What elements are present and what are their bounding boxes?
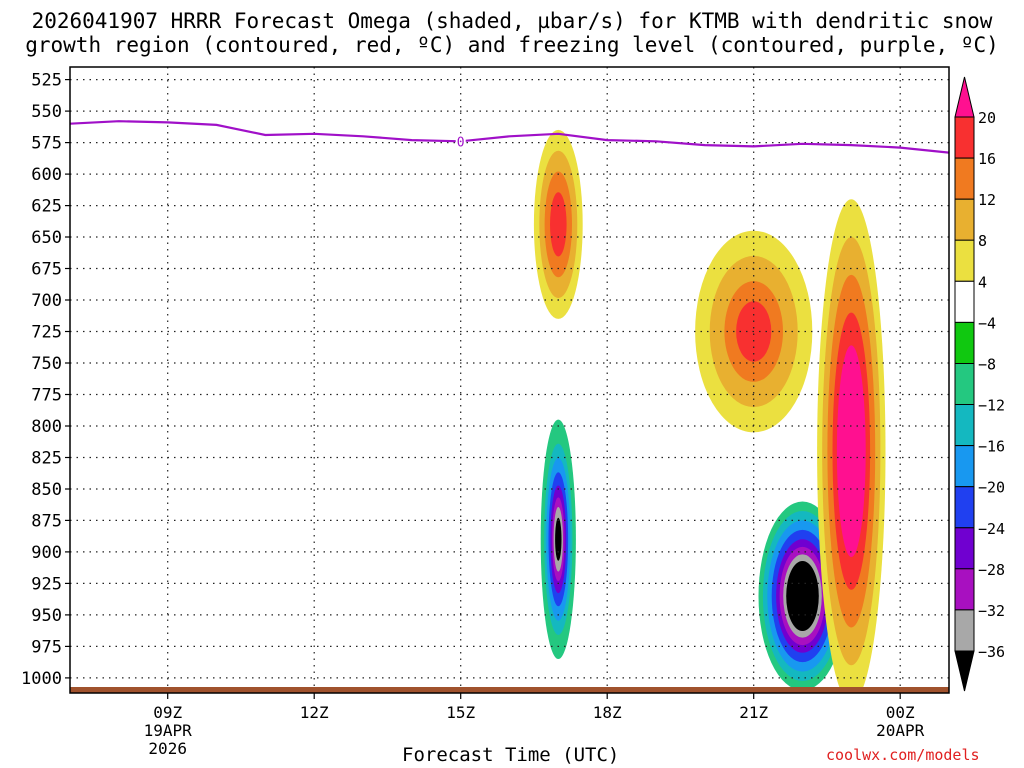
colorbar-swatch-5 (954, 321, 975, 364)
colorbar-swatch-12 (954, 609, 975, 652)
grid-lines (70, 67, 949, 693)
colorbar-top-arrow (954, 76, 975, 118)
colorbar-swatch-1 (954, 157, 975, 200)
y-tick-label-775: 775 (31, 386, 62, 406)
ground-strip (70, 687, 949, 693)
y-tick-label-625: 625 (31, 197, 62, 217)
colorbar-swatch-10 (954, 527, 975, 570)
colorbar-swatch-4 (954, 280, 975, 323)
x-tick-label-00Z: 00Z (886, 703, 915, 722)
y-tick-label-875: 875 (31, 511, 62, 531)
colorbar-label-12: −32 (978, 602, 1005, 620)
y-tick-label-925: 925 (31, 574, 62, 594)
colorbar-label-6: −8 (978, 356, 996, 374)
colorbar-label-10: −24 (978, 520, 1005, 538)
y-tick-label-750: 750 (31, 354, 62, 374)
x-tick-label-15Z: 15Z (446, 703, 475, 722)
y-tick-label-575: 575 (31, 134, 62, 154)
omega-contour-sink-625-16z-16 (550, 192, 567, 257)
colorbar-label-1: 16 (978, 150, 996, 168)
colorbar-label-13: −36 (978, 643, 1005, 661)
colorbar-swatch-2 (954, 198, 975, 241)
x-tick-date-00Z: 20APR (876, 721, 925, 740)
colorbar-label-5: −4 (978, 314, 996, 332)
colorbar-label-8: −16 (978, 438, 1005, 456)
colorbar-label-4: 4 (978, 273, 987, 291)
y-tick-label-650: 650 (31, 228, 62, 248)
credit-link[interactable]: coolwx.com/models (826, 746, 980, 764)
freezing-level-line (70, 120, 949, 154)
chart-title-line-2: growth region (contoured, red, ºC) and f… (25, 33, 999, 57)
y-tick-label-550: 550 (31, 102, 62, 122)
colorbar-label-9: −20 (978, 479, 1005, 497)
colorbar: 20 16 12 8 4 −4 −8 −12 −16 −20 −24 −28 −32 −36 (954, 76, 1005, 692)
x-axis-label: Forecast Time (UTC) (402, 744, 620, 766)
x-tick-label-18Z: 18Z (593, 703, 622, 722)
x-tick-year-09Z: 2026 (148, 739, 187, 758)
y-tick-label-675: 675 (31, 260, 62, 280)
y-tick-label-975: 975 (31, 637, 62, 657)
colorbar-label-11: −28 (978, 561, 1005, 579)
colorbar-swatch-7 (954, 404, 975, 447)
omega-shading-layer (533, 129, 886, 693)
x-tick-date-09Z: 19APR (144, 721, 193, 740)
y-tick-label-950: 950 (31, 606, 62, 626)
chart-title-line-1: 2026041907 HRRR Forecast Omega (shaded, … (31, 9, 993, 33)
y-tick-label-900: 900 (31, 543, 62, 563)
freezing-level-label: 0 (457, 135, 465, 150)
freezing-label-bg (455, 133, 466, 150)
colorbar-swatch-6 (954, 363, 975, 406)
colorbar-label-3: 8 (978, 232, 987, 250)
y-tick-label-725: 725 (31, 323, 62, 343)
omega-contour-pos-800-925-18z--36 (555, 517, 562, 561)
y-tick-label-700: 700 (31, 291, 62, 311)
freezing-level-contour: 0 (70, 120, 949, 154)
colorbar-swatch-3 (954, 239, 975, 282)
x-tick-label-12Z: 12Z (300, 703, 329, 722)
omega-contour-sink-column-23z-20 (836, 345, 866, 557)
colorbar-swatch-0 (954, 116, 975, 159)
y-tick-label-1000: 1000 (21, 669, 62, 689)
colorbar-swatch-11 (954, 568, 975, 611)
colorbar-bottom-arrow (954, 650, 975, 692)
y-tick-label-600: 600 (31, 165, 62, 185)
colorbar-label-0: 20 (978, 109, 996, 127)
colorbar-label-7: −12 (978, 397, 1005, 415)
omega-contour-lift-core-22z--36 (786, 561, 819, 631)
plot-frame (69, 66, 950, 694)
pressure-axis: 525 550 575 600 625 650 675 700 725 750 775 800 825 8… (21, 71, 70, 689)
y-tick-label-525: 525 (31, 71, 62, 91)
x-tick-label-09Z: 09Z (153, 703, 182, 722)
colorbar-swatch-9 (954, 486, 975, 529)
colorbar-swatch-8 (954, 445, 975, 488)
y-tick-label-825: 825 (31, 449, 62, 469)
y-tick-label-850: 850 (31, 480, 62, 500)
colorbar-label-2: 12 (978, 191, 996, 209)
y-tick-label-800: 800 (31, 417, 62, 437)
x-tick-label-21Z: 21Z (739, 703, 768, 722)
